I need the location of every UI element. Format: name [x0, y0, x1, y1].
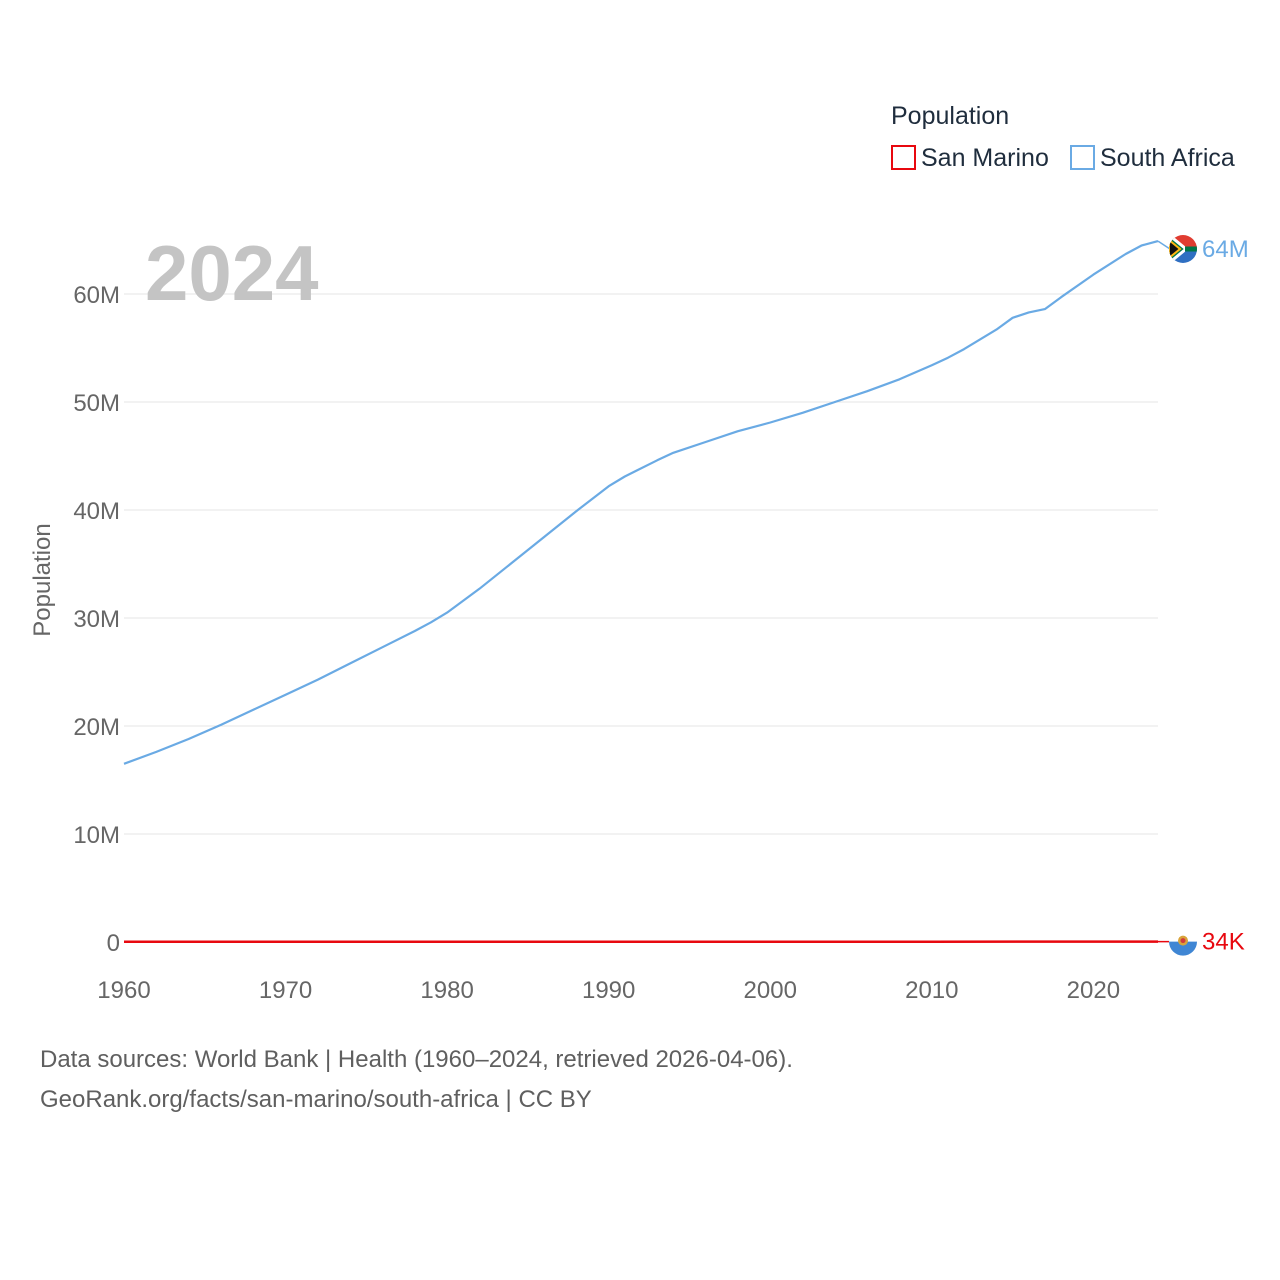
source-line-2: GeoRank.org/facts/san-marino/south-afric… [40, 1086, 592, 1113]
south-africa-flag-icon [1169, 235, 1197, 263]
series-lines [123, 240, 1159, 944]
source-line-1: Data sources: World Bank | Health (1960–… [40, 1046, 793, 1073]
x-tick-label-2010: 2010 [905, 977, 958, 1004]
y-tick-label-20M: 20M [73, 714, 120, 741]
y-tick-label-0: 0 [107, 930, 120, 957]
y-tick-label-50M: 50M [73, 390, 120, 417]
legend-title: Population [891, 102, 1009, 130]
source-note: Data sources: World Bank | Health (1960–… [40, 1040, 793, 1120]
san-marino-flag-icon [1169, 927, 1197, 956]
end-label-san-marino: 34K [1202, 929, 1245, 956]
x-tick-label-2000: 2000 [744, 977, 797, 1004]
legend-swatch-san-marino[interactable] [891, 145, 916, 170]
x-tick-label-1960: 1960 [97, 977, 150, 1004]
y-tick-label-10M: 10M [73, 822, 120, 849]
end-connector-south-africa [1157, 240, 1171, 250]
legend-swatch-south-africa[interactable] [1070, 145, 1095, 170]
y-axis-title: Population [29, 523, 56, 636]
x-tick-label-1970: 1970 [259, 977, 312, 1004]
legend-label-san-marino[interactable]: San Marino [921, 144, 1049, 172]
x-axis-ticks: 1960 1970 1980 1990 2000 2010 2020 [97, 977, 1120, 1004]
y-axis-ticks: 0 10M 20M 30M 40M 50M 60M [73, 282, 120, 957]
x-tick-label-2020: 2020 [1067, 977, 1120, 1004]
x-tick-label-1990: 1990 [582, 977, 635, 1004]
y-tick-label-30M: 30M [73, 606, 120, 633]
gridlines [124, 293, 1158, 835]
x-tick-label-1980: 1980 [420, 977, 473, 1004]
year-label: 2024 [145, 229, 319, 317]
end-label-south-africa: 64M [1202, 236, 1249, 263]
series-end-markers: 34K 64M [1157, 235, 1249, 956]
series-line-south-africa [123, 240, 1159, 765]
legend-label-south-africa[interactable]: South Africa [1100, 144, 1235, 172]
y-tick-label-40M: 40M [73, 498, 120, 525]
y-tick-label-60M: 60M [73, 282, 120, 309]
legend[interactable]: Population San Marino South Africa [891, 102, 1235, 172]
